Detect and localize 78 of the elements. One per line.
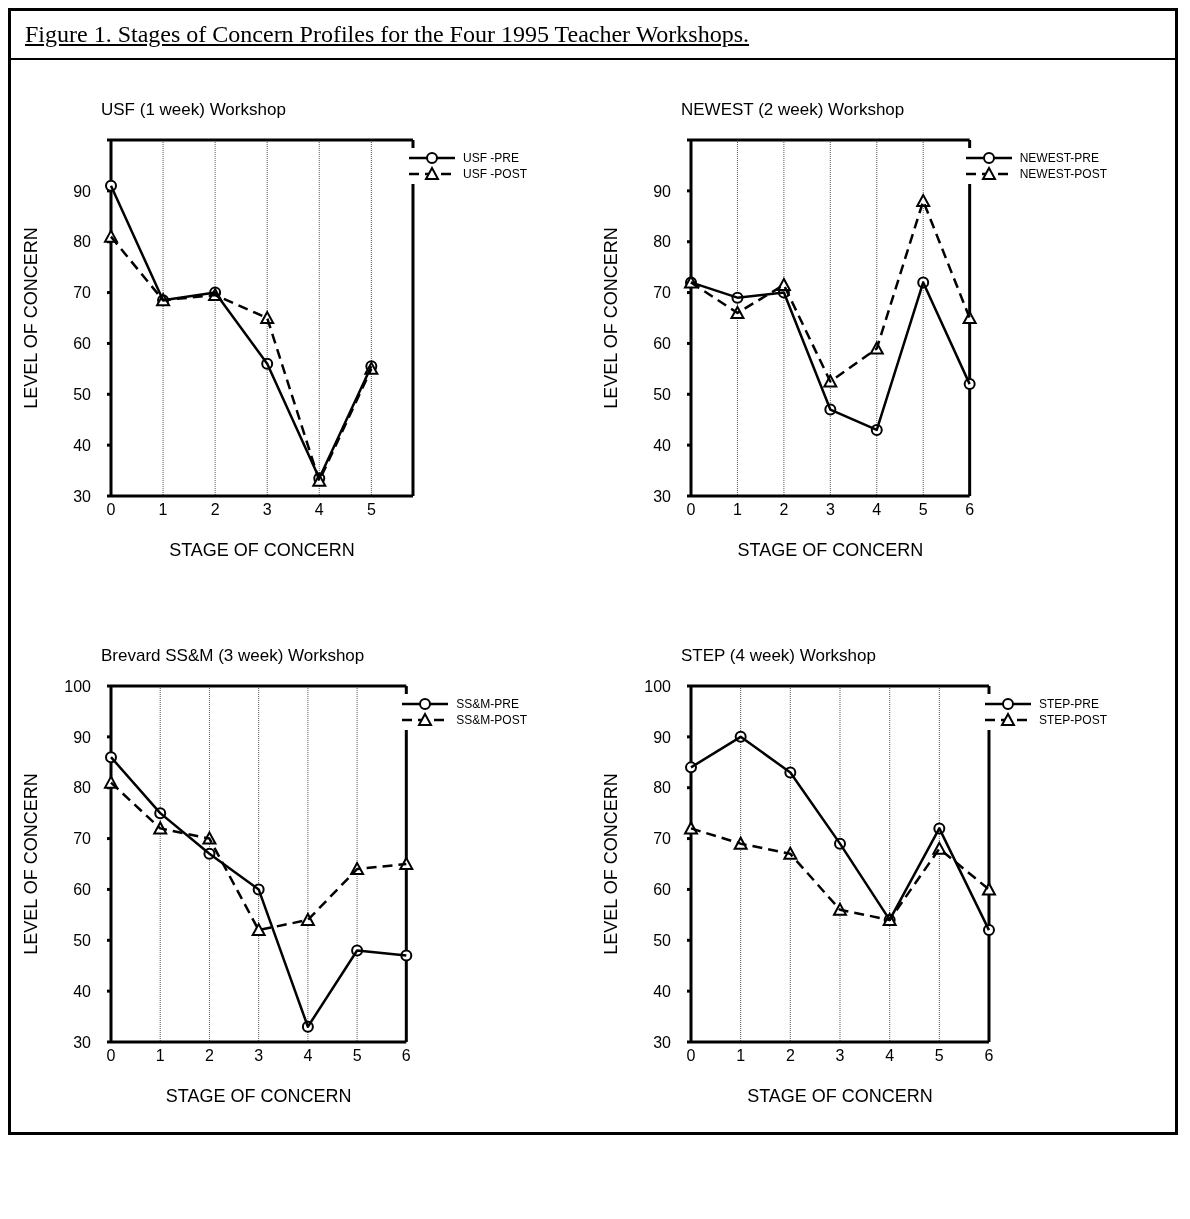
x-tick-label: 3 xyxy=(835,1047,845,1065)
x-axis-title: STAGE OF CONCERN xyxy=(747,1086,933,1106)
x-tick-label: 2 xyxy=(779,501,789,519)
x-tick-label: 3 xyxy=(254,1047,264,1065)
x-tick-label: 0 xyxy=(686,501,696,519)
legend-label: USF -PRE xyxy=(462,150,519,166)
legend-label: NEWEST-POST xyxy=(1019,166,1107,182)
x-tick-label: 6 xyxy=(401,1047,411,1065)
y-tick-label: 90 xyxy=(73,182,92,200)
y-tick-label: 40 xyxy=(73,982,92,1000)
y-tick-label: 30 xyxy=(73,1033,92,1051)
y-tick-label: 60 xyxy=(73,881,92,899)
y-tick-label: 70 xyxy=(653,830,672,848)
y-tick-label: 60 xyxy=(653,335,672,353)
y-tick-label: 90 xyxy=(653,728,672,746)
x-tick-label: 0 xyxy=(106,1047,116,1065)
x-tick-label: 1 xyxy=(158,501,168,519)
x-tick-label: 2 xyxy=(785,1047,795,1065)
x-tick-label: 4 xyxy=(303,1047,313,1065)
legend-label: SS&M-POST xyxy=(456,712,527,728)
y-tick-label: 40 xyxy=(653,436,672,454)
y-tick-label: 70 xyxy=(73,830,92,848)
x-tick-label: 5 xyxy=(918,501,928,519)
y-tick-label: 50 xyxy=(653,931,672,949)
x-tick-label: 1 xyxy=(155,1047,165,1065)
legend-label: STEP-PRE xyxy=(1038,696,1099,712)
y-tick-label: 60 xyxy=(73,335,92,353)
y-tick-label: 30 xyxy=(73,487,92,505)
x-tick-label: 6 xyxy=(965,501,975,519)
chart-title: NEWEST (2 week) Workshop xyxy=(681,100,906,121)
x-tick-label: 2 xyxy=(210,501,220,519)
x-tick-label: 3 xyxy=(825,501,835,519)
y-tick-label: 80 xyxy=(653,779,672,797)
chart-title: Brevard SS&M (3 week) Workshop xyxy=(101,646,366,667)
legend-label: SS&M-PRE xyxy=(456,696,519,712)
y-tick-label: 100 xyxy=(64,677,92,695)
x-tick-label: 0 xyxy=(106,501,116,519)
x-tick-label: 4 xyxy=(885,1047,895,1065)
x-tick-label: 5 xyxy=(366,501,376,519)
x-tick-label: 4 xyxy=(314,501,324,519)
legend-label: USF -POST xyxy=(462,166,527,182)
y-tick-label: 70 xyxy=(653,284,672,302)
x-tick-label: 5 xyxy=(934,1047,944,1065)
x-tick-label: 4 xyxy=(872,501,882,519)
y-tick-label: 70 xyxy=(73,284,92,302)
y-tick-label: 100 xyxy=(644,677,672,695)
x-axis-title: STAGE OF CONCERN xyxy=(165,1086,352,1106)
chart-title: STEP (4 week) Workshop xyxy=(681,646,877,667)
y-tick-label: 40 xyxy=(653,982,672,1000)
x-axis-title: STAGE OF CONCERN xyxy=(737,540,924,560)
x-tick-label: 0 xyxy=(686,1047,696,1065)
y-tick-label: 30 xyxy=(653,487,672,505)
y-axis-title: LEVEL OF CONCERN xyxy=(601,227,622,409)
x-tick-label: 2 xyxy=(204,1047,214,1065)
x-tick-label: 3 xyxy=(262,501,272,519)
y-axis-title: LEVEL OF CONCERN xyxy=(21,227,42,409)
y-tick-label: 50 xyxy=(73,931,92,949)
y-tick-label: 40 xyxy=(73,436,92,454)
y-tick-label: 80 xyxy=(73,233,92,251)
y-tick-label: 90 xyxy=(73,728,92,746)
y-tick-label: 50 xyxy=(653,385,672,403)
y-tick-label: 30 xyxy=(653,1033,672,1051)
legend-label: STEP-POST xyxy=(1038,712,1107,728)
y-tick-label: 80 xyxy=(653,233,672,251)
y-tick-label: 60 xyxy=(653,881,672,899)
legend-label: NEWEST-PRE xyxy=(1019,150,1099,166)
x-tick-label: 6 xyxy=(984,1047,994,1065)
y-tick-label: 90 xyxy=(653,182,672,200)
x-tick-label: 1 xyxy=(736,1047,746,1065)
x-tick-label: 5 xyxy=(352,1047,362,1065)
y-axis-title: LEVEL OF CONCERN xyxy=(21,773,42,955)
x-tick-label: 1 xyxy=(732,501,742,519)
y-axis-title: LEVEL OF CONCERN xyxy=(601,773,622,955)
x-axis-title: STAGE OF CONCERN xyxy=(169,540,355,560)
caption: Figure 1. Stages of Concern Profiles for the Four 1995 Teacher Workshops. xyxy=(11,11,1175,60)
y-tick-label: 50 xyxy=(73,385,92,403)
chart-title: USF (1 week) Workshop xyxy=(101,100,287,121)
y-tick-label: 80 xyxy=(73,779,92,797)
